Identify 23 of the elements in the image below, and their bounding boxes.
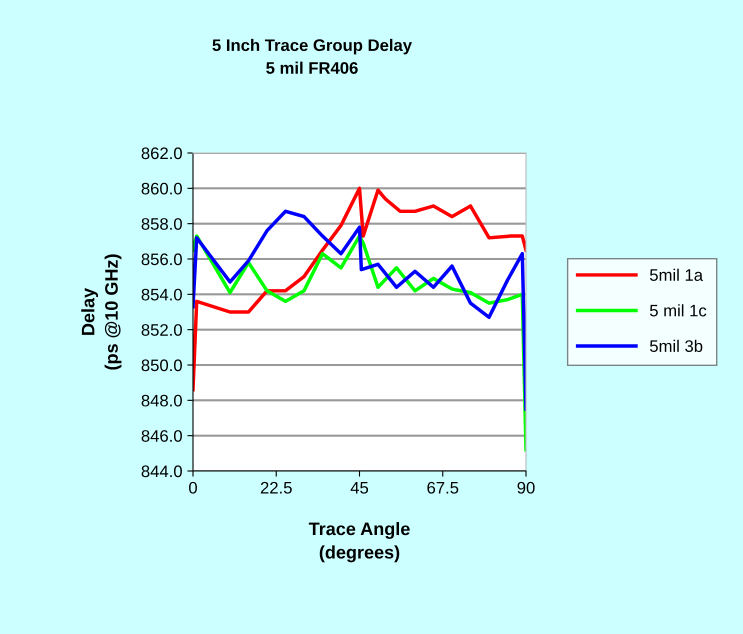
legend-label: 5mil 1a xyxy=(650,268,704,281)
y-axis-title: Delay (ps @10 GHz) xyxy=(81,254,122,370)
y-tick-label: 862.0 xyxy=(142,147,182,160)
line-series xyxy=(193,210,526,411)
legend-label: 5 mil 1c xyxy=(650,304,706,316)
x-tick-label: 90 xyxy=(518,482,535,494)
y-tick-label: 860.0 xyxy=(142,182,182,195)
y-tick-label: 852.0 xyxy=(142,324,182,336)
legend-label: 5mil 3b xyxy=(650,340,702,352)
y-tick-label: 854.0 xyxy=(142,288,182,301)
x-axis-title: Trace Angle (degrees) xyxy=(308,522,410,562)
y-tick-label: 846.0 xyxy=(142,430,182,442)
x-tick-label: 22.5 xyxy=(260,482,292,494)
y-tick-label: 858.0 xyxy=(142,218,182,230)
x-tick-label: 0 xyxy=(189,482,197,494)
y-tick-label: 850.0 xyxy=(142,359,182,372)
chart-title: 5 Inch Trace Group Delay 5 mil FR406 xyxy=(212,38,412,74)
y-tick-label: 848.0 xyxy=(142,394,182,407)
y-tick-label: 844.0 xyxy=(142,465,182,478)
x-tick-label: 67.5 xyxy=(427,482,458,494)
x-tick-label: 45 xyxy=(350,482,368,494)
y-tick-label: 856.0 xyxy=(142,253,182,266)
line-series xyxy=(193,186,526,392)
